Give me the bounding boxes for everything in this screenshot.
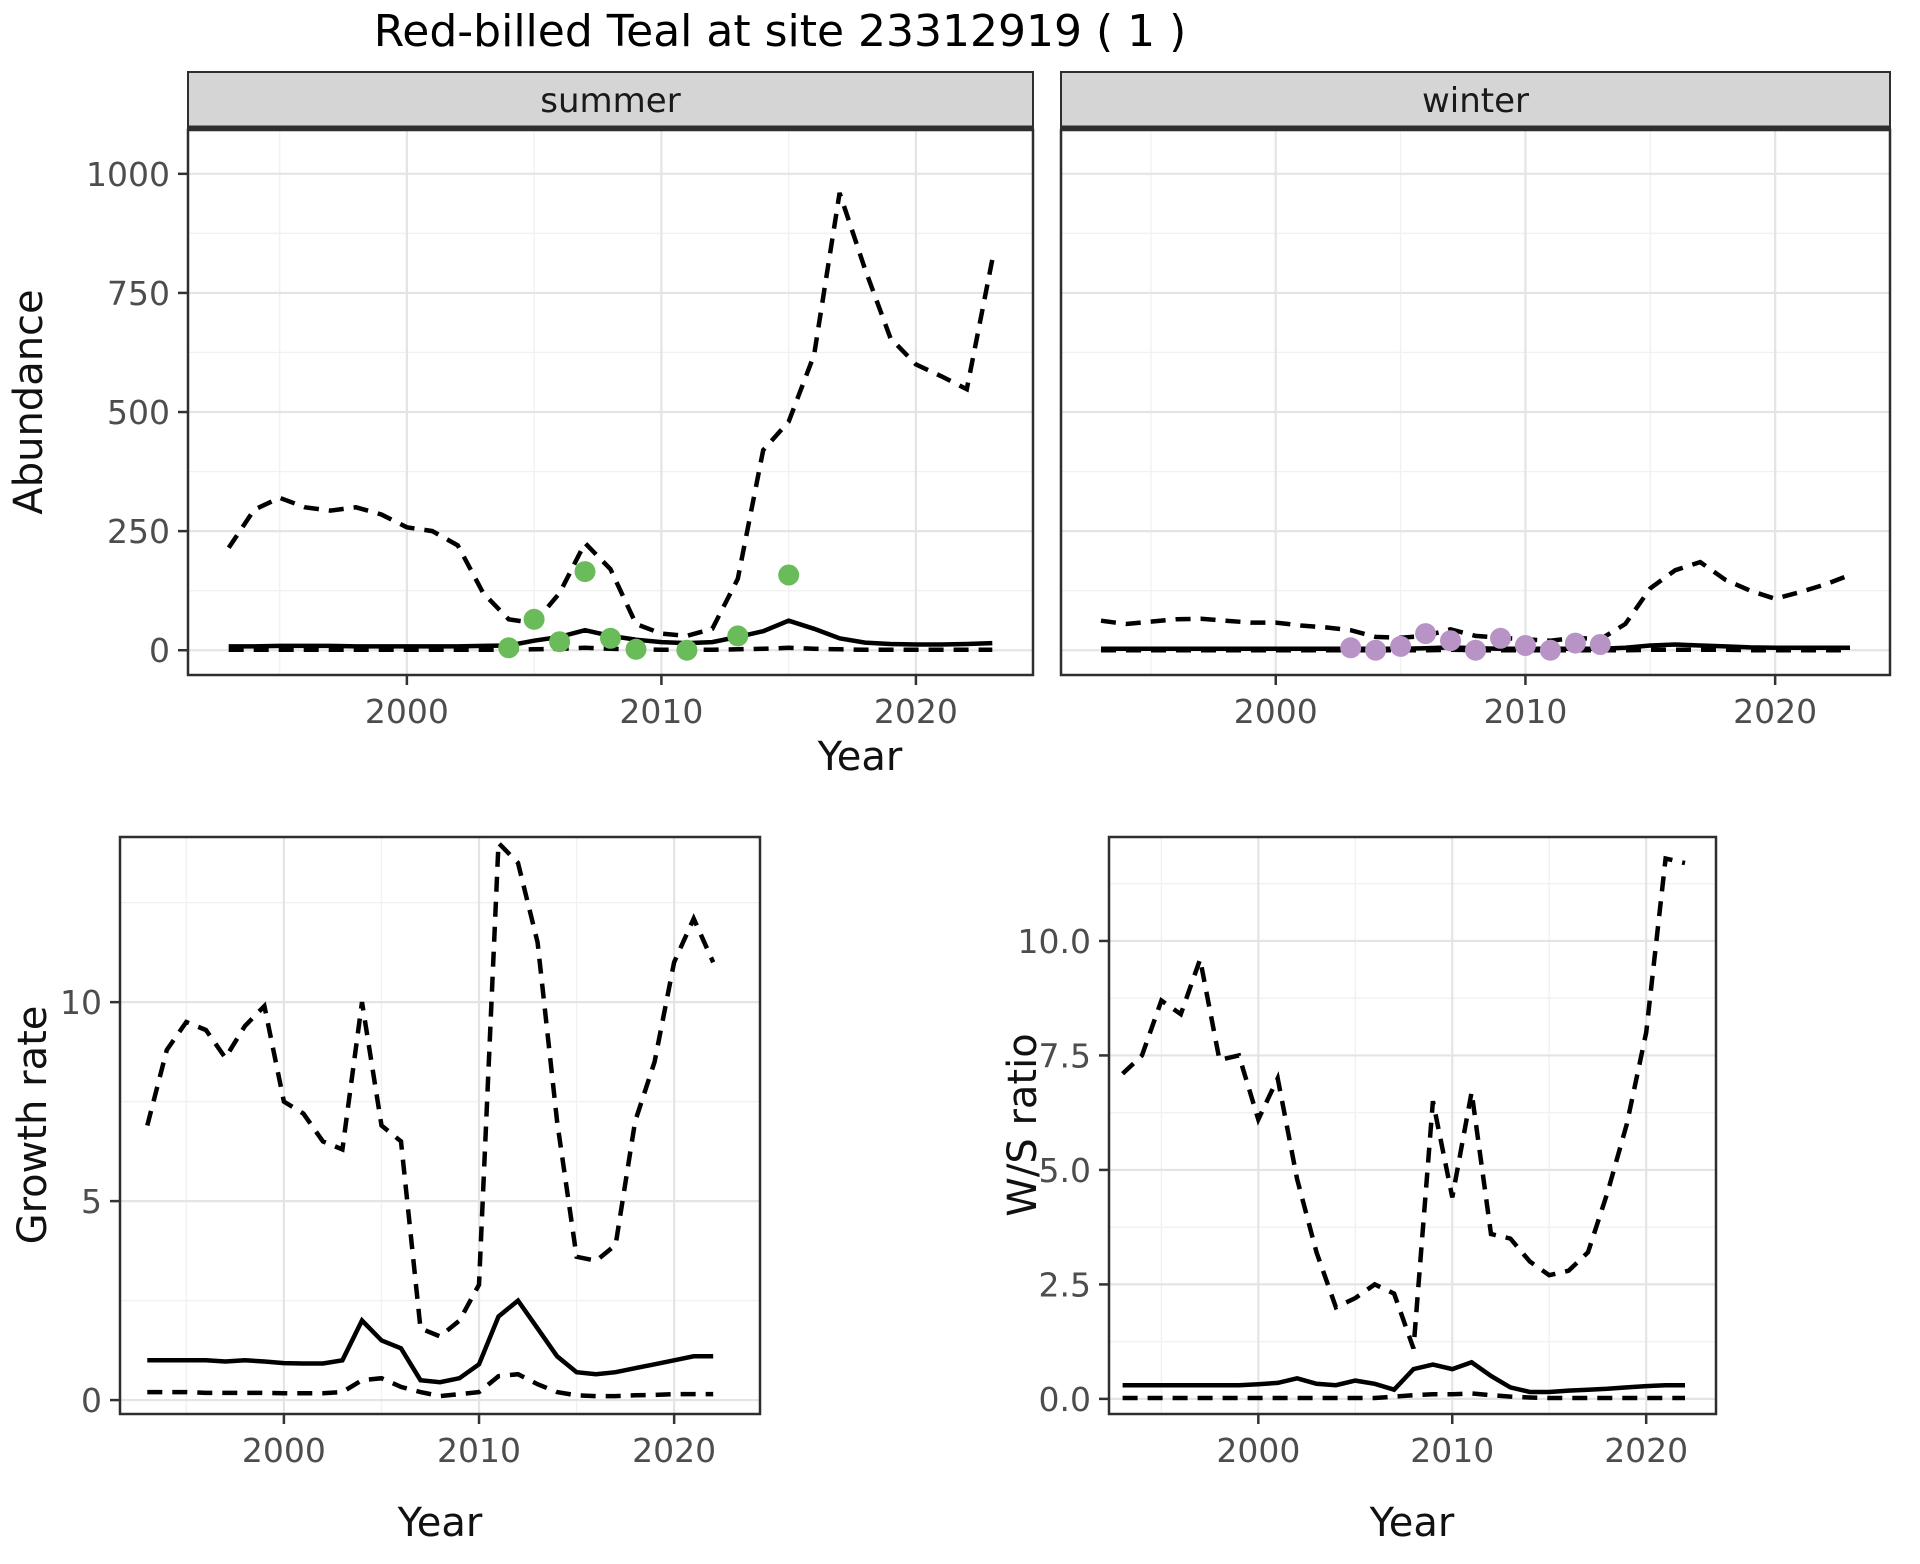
x-axis-title: Year [817, 734, 903, 780]
y-tick-label: 750 [107, 274, 170, 313]
panel-background [120, 837, 760, 1414]
x-axis-title: Year [1369, 1500, 1455, 1546]
chart-title: Red-billed Teal at site 23312919 ( 1 ) [0, 6, 1560, 57]
data-point [727, 625, 748, 646]
x-tick-label: 2000 [1216, 1431, 1300, 1470]
x-tick-label: 2010 [1410, 1431, 1494, 1470]
data-point [676, 640, 697, 661]
facet-strip: winter [1061, 72, 1890, 128]
data-point [1565, 633, 1586, 654]
x-axis-title: Year [397, 1500, 483, 1546]
y-tick-label: 10 [60, 983, 102, 1022]
data-point [1390, 636, 1411, 657]
x-tick-label: 2010 [619, 692, 703, 731]
facet-strip-label: winter [1422, 81, 1529, 121]
panel-abundance_winter: winter 2000 2010 2020 [1061, 72, 1890, 731]
y-tick-label: 1000 [86, 155, 170, 194]
panel-abundance_summer: summer 2000 2010 2020 0 250 500 750 1000 Abundanc… [6, 72, 1033, 780]
data-point [1415, 623, 1436, 644]
y-tick-label: 250 [107, 512, 170, 551]
x-tick-label: 2020 [1733, 692, 1817, 731]
data-point [549, 631, 570, 652]
x-tick-label: 2010 [1483, 692, 1567, 731]
data-point [1440, 630, 1461, 651]
data-point [498, 637, 519, 658]
panel-ws_ratio: 2000 2010 2020 0.0 2.5 5.0 7.5 10.0 W/S ratio Yea… [1000, 837, 1716, 1546]
x-tick-label: 2000 [365, 692, 449, 731]
x-tick-label: 2020 [632, 1431, 716, 1470]
data-point [600, 628, 621, 649]
y-tick-label: 5 [81, 1182, 102, 1221]
y-tick-label: 2.5 [1039, 1265, 1091, 1304]
y-tick-label: 0.0 [1039, 1380, 1091, 1419]
data-point [575, 561, 596, 582]
data-point [524, 609, 545, 630]
y-tick-label: 7.5 [1039, 1036, 1091, 1075]
data-point [1490, 628, 1511, 649]
data-point [1465, 640, 1486, 661]
y-tick-label: 5.0 [1039, 1151, 1091, 1190]
y-axis-title: Growth rate [10, 1006, 56, 1245]
data-point [1590, 634, 1611, 655]
data-point [1515, 635, 1536, 656]
data-point [626, 639, 647, 660]
y-tick-label: 10.0 [1018, 922, 1091, 961]
panel-background [188, 130, 1033, 675]
facet-strip: summer [188, 72, 1033, 128]
x-tick-label: 2020 [874, 692, 958, 731]
facet-strip-label: summer [540, 81, 680, 121]
y-tick-label: 0 [149, 631, 170, 670]
x-tick-label: 2020 [1604, 1431, 1688, 1470]
data-point [1540, 640, 1561, 661]
data-point [778, 565, 799, 586]
x-tick-label: 2010 [437, 1431, 521, 1470]
data-point [1340, 637, 1361, 658]
y-tick-label: 500 [107, 393, 170, 432]
data-point [1365, 640, 1386, 661]
y-axis-title: W/S ratio [1000, 1033, 1046, 1216]
y-axis-title: Abundance [6, 289, 52, 514]
panel-background [1061, 130, 1890, 675]
x-tick-label: 2000 [1234, 692, 1318, 731]
y-tick-label: 0 [81, 1381, 102, 1420]
x-tick-label: 2000 [242, 1431, 326, 1470]
axes: 2000 2010 2020 [1234, 675, 1817, 731]
